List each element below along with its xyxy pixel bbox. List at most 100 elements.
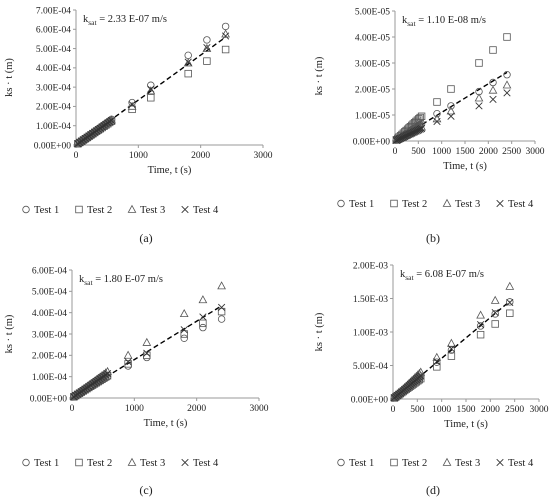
- legend-marker: [75, 205, 83, 214]
- legend-marker: [75, 458, 83, 467]
- data-point: [491, 320, 499, 328]
- legend-marker: [181, 458, 189, 467]
- data-point: [184, 69, 192, 78]
- data-point: [199, 319, 207, 328]
- y-tick-label: 5.00E-04: [353, 362, 388, 372]
- x-tick-label: 0: [391, 405, 396, 415]
- data-point: [415, 115, 423, 123]
- data-point: [416, 113, 424, 122]
- legend-marker: [442, 457, 452, 466]
- legend-marker: [127, 204, 137, 213]
- y-tick-label: 5.00E-05: [355, 7, 390, 17]
- legend: Test 1 Test 2 Test 3 Test 4: [22, 204, 219, 216]
- data-point: [143, 351, 151, 360]
- legend-label: Test 4: [508, 199, 534, 210]
- legend: Test 1 Test 2 Test 3 Test 4: [337, 457, 534, 469]
- y-tick-label: 0.00E+00: [353, 137, 391, 147]
- y-tick-label: 1.00E-03: [353, 328, 388, 338]
- chart-panel: 0.00E+00 5.00E-04 1.00E-03 1.50E-03 2.00E-03…: [314, 261, 549, 497]
- legend-label: Test 1: [349, 199, 374, 210]
- data-point: [489, 95, 497, 104]
- x-axis-label: Time, t (s): [443, 161, 487, 172]
- legend-marker: [442, 198, 452, 207]
- legend-label: Test 3: [455, 458, 480, 469]
- legend-marker: [390, 458, 398, 467]
- data-point: [503, 70, 511, 79]
- data-point: [143, 349, 151, 357]
- y-axis-label: ks · t (m): [4, 314, 15, 353]
- y-tick-label: 2.00E-04: [32, 352, 67, 362]
- data-point: [199, 313, 207, 321]
- data-point: [447, 338, 456, 347]
- data-point: [491, 310, 499, 318]
- data-point: [203, 57, 211, 65]
- y-tick-label: 1.00E-04: [32, 373, 67, 383]
- data-point: [476, 330, 485, 339]
- data-point: [489, 46, 497, 54]
- y-tick-label: 6.00E-04: [36, 26, 71, 36]
- chart-panel: 0.00E+00 1.00E-04 2.00E-04 3.00E-04 4.00E-04…: [4, 266, 269, 497]
- x-tick-label: 2000: [191, 151, 210, 161]
- y-tick-label: 0.00E+00: [34, 141, 72, 151]
- data-point: [217, 307, 226, 316]
- ksat-subscript: sat: [88, 18, 97, 27]
- x-tick-label: 0: [70, 404, 75, 414]
- y-tick-label: 2.00E-05: [355, 85, 390, 95]
- series-test-4: [392, 89, 511, 144]
- chart-panel: 0.00E+00 1.00E-04 2.00E-04 3.00E-04 4.00E-04…: [4, 6, 273, 245]
- panel-caption: (d): [426, 483, 440, 497]
- x-tick-label: 3000: [530, 405, 549, 415]
- legend-marker: [496, 458, 504, 467]
- data-point: [199, 323, 207, 332]
- x-tick-label: 1000: [129, 151, 148, 161]
- data-point: [447, 352, 456, 360]
- y-axis-label: ks · t (m): [314, 312, 325, 351]
- panel-caption: (a): [139, 231, 152, 245]
- data-point: [221, 22, 230, 31]
- series-test-4: [70, 303, 226, 401]
- data-point: [107, 116, 116, 125]
- data-point: [202, 43, 212, 52]
- data-point: [433, 98, 441, 106]
- y-tick-label: 4.00E-04: [32, 309, 67, 319]
- data-point: [446, 106, 456, 115]
- legend: Test 1 Test 2 Test 3 Test 4: [22, 457, 219, 469]
- legend-label: Test 2: [402, 458, 427, 469]
- x-tick-label: 1500: [456, 147, 475, 157]
- data-point: [474, 93, 484, 102]
- x-tick-label: 2000: [187, 404, 206, 414]
- legend-marker: [337, 199, 345, 208]
- y-tick-label: 1.00E-04: [36, 122, 71, 132]
- data-point: [198, 295, 208, 304]
- data-point: [180, 330, 188, 338]
- x-tick-label: 2500: [505, 405, 524, 415]
- legend-label: Test 3: [140, 205, 165, 216]
- legend-marker: [22, 458, 30, 467]
- ksat-annotation: ksat = 2.33 E-07 m/s: [83, 14, 167, 27]
- legend-label: Test 4: [193, 458, 219, 469]
- y-tick-label: 0.00E+00: [30, 394, 68, 404]
- legend-marker: [337, 458, 345, 467]
- data-point: [447, 346, 456, 354]
- x-tick-label: 3000: [526, 147, 545, 157]
- data-point: [124, 358, 132, 366]
- legend: Test 1 Test 2 Test 3 Test 4: [337, 198, 534, 210]
- series-test-4: [390, 298, 514, 402]
- x-tick-label: 1000: [432, 147, 451, 157]
- ksat-value: = 6.08 E-07 m/s: [414, 269, 484, 280]
- panel-caption: (b): [426, 231, 440, 245]
- y-tick-label: 3.00E-04: [36, 83, 71, 93]
- x-tick-label: 1500: [457, 405, 476, 415]
- ksat-k: k: [79, 274, 85, 285]
- x-tick-label: 3000: [250, 404, 269, 414]
- data-point: [447, 112, 455, 120]
- fit-line: [71, 305, 222, 399]
- data-point: [217, 315, 226, 323]
- ksat-subscript: sat: [84, 278, 93, 287]
- data-point: [433, 358, 441, 366]
- data-point: [488, 85, 498, 94]
- data-point: [147, 94, 155, 102]
- data-point: [476, 322, 485, 330]
- ksat-value: = 1.80 E-07 m/s: [93, 274, 163, 285]
- y-tick-label: 0.00E+00: [351, 395, 389, 405]
